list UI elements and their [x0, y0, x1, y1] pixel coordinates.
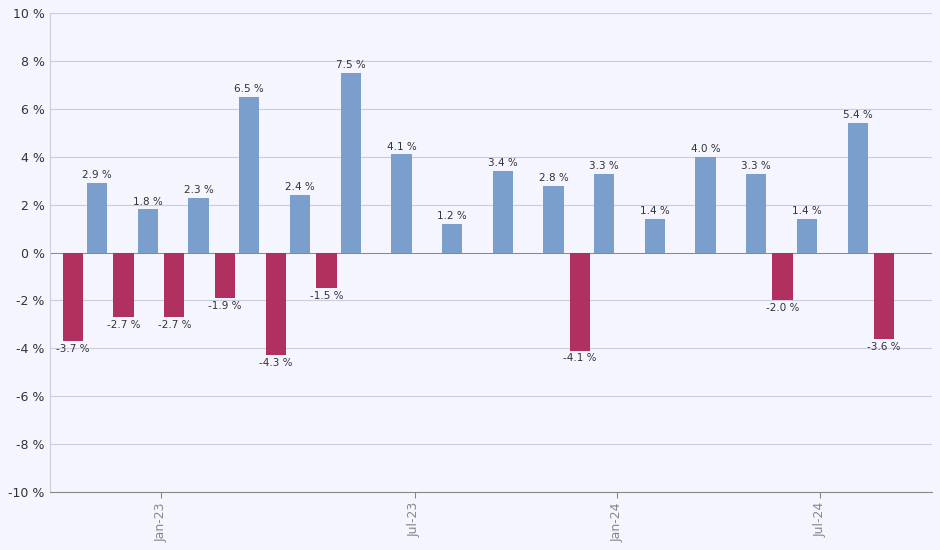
Bar: [797, 219, 817, 252]
Bar: [746, 174, 766, 252]
Bar: [391, 155, 412, 252]
Text: -4.1 %: -4.1 %: [563, 354, 597, 364]
Text: -1.5 %: -1.5 %: [309, 292, 343, 301]
Text: 1.4 %: 1.4 %: [640, 206, 669, 216]
Bar: [543, 185, 564, 252]
Bar: [696, 157, 715, 252]
Bar: [316, 252, 337, 288]
Bar: [290, 195, 310, 252]
Bar: [114, 252, 133, 317]
Text: 4.0 %: 4.0 %: [691, 144, 720, 154]
Text: -1.9 %: -1.9 %: [209, 301, 242, 311]
Text: -2.7 %: -2.7 %: [158, 320, 191, 330]
Bar: [164, 252, 184, 317]
Text: 3.4 %: 3.4 %: [488, 158, 518, 168]
Bar: [138, 210, 158, 252]
Text: 1.4 %: 1.4 %: [792, 206, 822, 216]
Text: 3.3 %: 3.3 %: [742, 161, 771, 170]
Text: 5.4 %: 5.4 %: [843, 111, 872, 120]
Text: -3.6 %: -3.6 %: [868, 342, 901, 351]
Text: 2.4 %: 2.4 %: [285, 182, 315, 192]
Bar: [773, 252, 792, 300]
Bar: [87, 183, 107, 252]
Bar: [570, 252, 590, 350]
Text: 6.5 %: 6.5 %: [234, 84, 264, 94]
Bar: [874, 252, 894, 339]
Bar: [594, 174, 615, 252]
Bar: [189, 197, 209, 252]
Text: -2.0 %: -2.0 %: [766, 303, 799, 313]
Bar: [63, 252, 83, 341]
Text: 3.3 %: 3.3 %: [589, 161, 619, 170]
Text: 2.9 %: 2.9 %: [83, 170, 112, 180]
Text: 4.1 %: 4.1 %: [386, 141, 416, 152]
Bar: [265, 252, 286, 355]
Text: 2.3 %: 2.3 %: [183, 185, 213, 195]
Bar: [340, 73, 361, 252]
Bar: [215, 252, 235, 298]
Text: -2.7 %: -2.7 %: [107, 320, 140, 330]
Text: 1.2 %: 1.2 %: [437, 211, 467, 221]
Text: 7.5 %: 7.5 %: [336, 60, 366, 70]
Text: -4.3 %: -4.3 %: [258, 358, 292, 368]
Text: -3.7 %: -3.7 %: [56, 344, 89, 354]
Bar: [442, 224, 462, 252]
Bar: [645, 219, 665, 252]
Bar: [493, 171, 513, 252]
Bar: [239, 97, 259, 252]
Bar: [848, 123, 868, 252]
Text: 2.8 %: 2.8 %: [539, 173, 569, 183]
Text: 1.8 %: 1.8 %: [133, 196, 163, 207]
